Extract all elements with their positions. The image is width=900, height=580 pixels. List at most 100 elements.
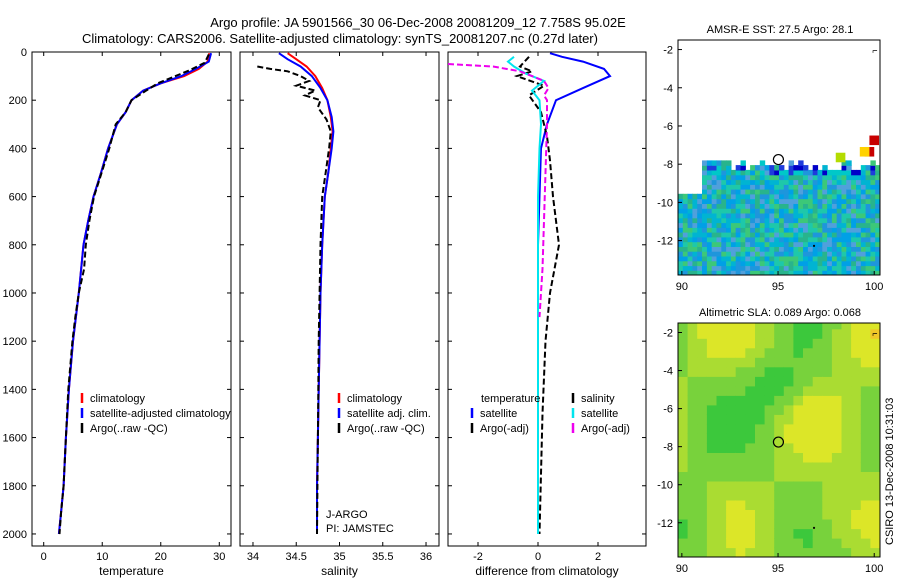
sla_map-cell: [783, 490, 794, 501]
sla_map-cell: [870, 480, 880, 491]
sst_map-cell: [750, 189, 756, 195]
sla_map-cell: [678, 480, 689, 491]
sla_map-cell: [803, 499, 814, 510]
sst_map-cell: [875, 217, 880, 224]
sst_map-cell: [721, 208, 727, 214]
temperature-xtick-label: 0: [41, 551, 47, 563]
sst_map-cell: [764, 203, 770, 209]
salinity-annotation-1: PI: JAMSTEC: [326, 523, 394, 535]
sst_map-cell: [687, 241, 693, 247]
sst_map-cell: [856, 217, 862, 224]
sla_map-cell: [841, 414, 852, 425]
sla_map-cell: [735, 519, 746, 530]
sst_map-cell: [788, 217, 794, 224]
sst_map-cell: [827, 179, 833, 185]
sst_map-cell: [740, 222, 746, 228]
sst_map-cell: [706, 227, 713, 233]
sst_map-cell: [702, 246, 708, 252]
sst_map-cell: [822, 227, 828, 233]
sst_map-cell: [817, 189, 823, 195]
sst_map-cell: [702, 169, 708, 176]
sst_map-cell: [774, 212, 780, 219]
sla_map-cell: [783, 404, 794, 415]
sst_map-cell: [875, 189, 880, 195]
sla_map-ytick-label: -6: [663, 404, 673, 416]
sst_map-cell: [836, 265, 843, 271]
difference-panel-frame: [447, 51, 647, 547]
sla_map-cell: [793, 490, 804, 501]
sla_map-cell: [716, 519, 727, 530]
sla_map-cell: [851, 452, 862, 463]
sst_map-cell: [788, 236, 794, 243]
difference-series-0: [537, 52, 612, 534]
sst_map-cell: [706, 222, 713, 228]
sst_map-cell: [851, 227, 857, 233]
sst_map-cell: [730, 193, 737, 200]
sst_map-cell: [678, 246, 684, 252]
sla_map-cell: [678, 547, 689, 557]
sst_map-cell: [682, 255, 689, 262]
sla_map-cell: [793, 338, 804, 349]
sst_map-cell: [812, 208, 819, 214]
sla_map-cell: [812, 442, 823, 453]
sst_map-cell: [812, 246, 819, 252]
sst_map-cell: [851, 251, 857, 257]
sla_map-cell: [783, 433, 794, 444]
sst_map-cell: [740, 270, 746, 275]
sla_map-cell: [822, 328, 833, 339]
sst_map-cell: [783, 198, 790, 204]
sst_map-cell: [687, 265, 693, 271]
sst_map-cell: [836, 169, 843, 176]
sst_map-panel-frame: [677, 39, 881, 276]
sla_map-cell: [831, 433, 843, 444]
sla_map-cell: [793, 328, 804, 339]
sst_map-cell: [870, 236, 876, 243]
sst_map-cell: [841, 165, 847, 171]
sla_map-cell: [697, 442, 708, 453]
sla_map-cell: [870, 490, 880, 501]
sla_map-cell: [793, 528, 804, 539]
sla_map-cell: [697, 385, 708, 396]
sla_map-cell: [870, 433, 880, 444]
sla_map-cell: [860, 376, 871, 387]
sla_map-cell: [831, 404, 843, 415]
sst_map-cell: [759, 179, 766, 185]
sst_map-cell: [812, 236, 819, 243]
sst_map-cell: [870, 222, 876, 228]
sla_map-cell: [697, 528, 708, 539]
sst_map-cell: [803, 246, 809, 252]
sst_map-cell: [803, 193, 809, 200]
sst_map-cell: [807, 265, 814, 271]
sst_map-cell: [812, 241, 819, 247]
sst_map-cell: [822, 169, 828, 176]
sst_map-cell: [851, 246, 857, 252]
sst_map-cell: [846, 217, 852, 224]
sst_map-cell: [779, 184, 785, 190]
sla_map-cell: [803, 490, 814, 501]
sla_map-cell: [793, 499, 804, 510]
sst_map-cell: [779, 217, 785, 224]
sst_map-cell: [774, 189, 780, 195]
sla_map-cell: [716, 461, 727, 472]
sla_map-cell: [764, 461, 775, 472]
sla_map-small-dot: •: [813, 523, 816, 532]
sst_map-cell: [740, 165, 746, 171]
sst_map-cell: [793, 241, 799, 247]
sst_map-cell: [769, 208, 775, 214]
sla_map-cell: [687, 347, 698, 358]
sst_map-cell: [793, 165, 799, 171]
sst_map-cell: [831, 198, 838, 204]
sst_map-cell: [870, 265, 876, 271]
sst_map-cell: [870, 270, 876, 275]
sst_map-cell: [769, 236, 775, 243]
sla_map-cell: [860, 452, 871, 463]
sst_map-cell: [764, 236, 770, 243]
sst_map-cell: [788, 222, 794, 228]
sla_map-cell: [755, 338, 766, 349]
sst_map-cell: [687, 260, 693, 267]
sla_map-cell: [803, 385, 814, 396]
sst_map-cell: [687, 203, 693, 209]
sla_map-cell: [783, 414, 794, 425]
sst_map-cell: [822, 203, 828, 209]
sst_map-cell: [783, 222, 790, 228]
